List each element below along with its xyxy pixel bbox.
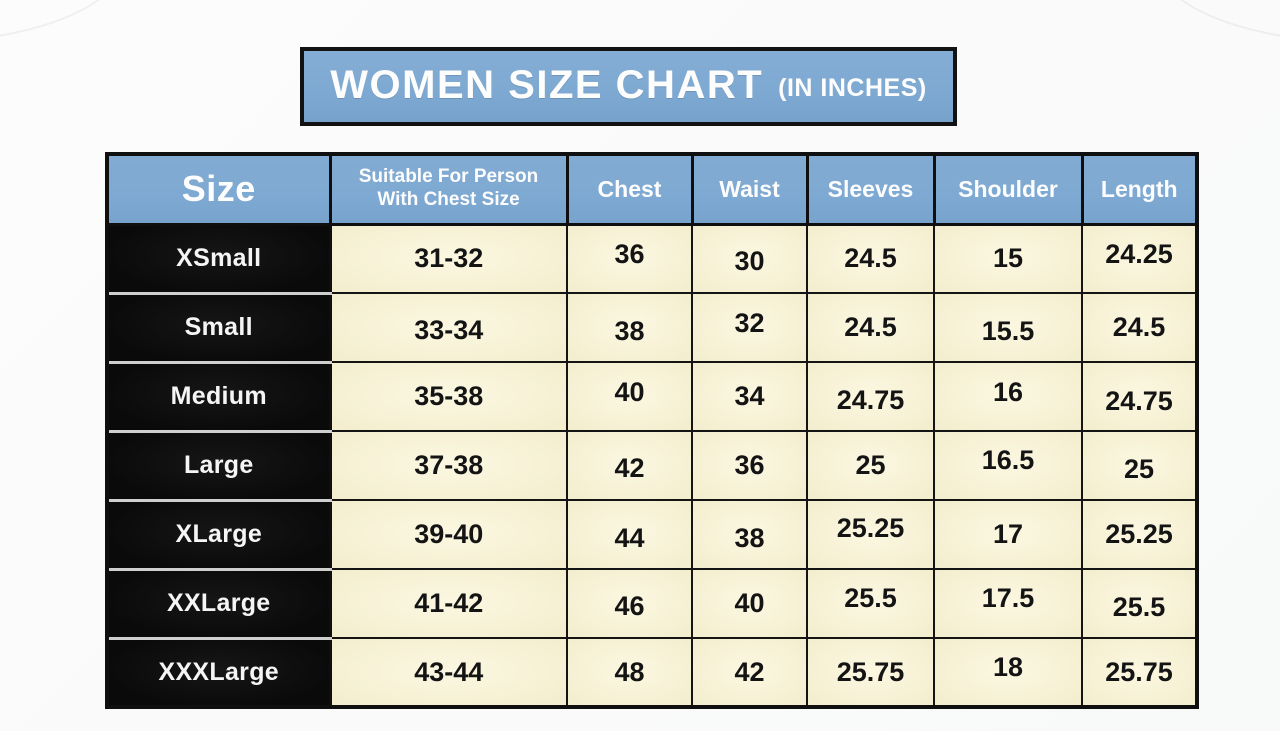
size-label: Large	[105, 429, 332, 502]
page-title-units: (IN INCHES)	[778, 74, 927, 102]
cell-value: 35-38	[329, 361, 568, 432]
cell-value: 15.5	[933, 292, 1083, 363]
column-header-sleeves: Sleeves	[805, 152, 936, 226]
cell-value: 17.5	[933, 568, 1083, 639]
table-row-xxlarge: XXLarge 41-42 46 40 25.5 17.5 25.5	[105, 567, 1198, 640]
cell-value: 24.5	[806, 292, 935, 363]
cell-value: 44	[566, 499, 693, 570]
cell-value: 25.75	[806, 637, 935, 708]
column-header-waist: Waist	[690, 152, 809, 226]
title-banner: WOMEN SIZE CHART (IN INCHES)	[300, 47, 957, 126]
table-row-xxxlarge: XXXLarge 43-44 48 42 25.75 18 25.75	[105, 636, 1198, 709]
size-label: Small	[105, 291, 332, 364]
table-row-xsmall: XSmall 31-32 36 30 24.5 15 24.25	[105, 222, 1198, 295]
column-header-shoulder: Shoulder	[932, 152, 1084, 226]
cell-value: 16.5	[933, 430, 1083, 501]
cell-value: 41-42	[329, 568, 568, 639]
cell-value: 25.25	[806, 499, 935, 570]
cell-value: 38	[566, 292, 693, 363]
cell-value: 24.5	[1081, 292, 1198, 363]
column-header-size: Size	[105, 152, 332, 226]
cell-value: 25.25	[1081, 499, 1198, 570]
cell-value: 15	[933, 223, 1083, 294]
size-label: XSmall	[105, 222, 332, 295]
cell-value: 24.75	[806, 361, 935, 432]
size-label: XLarge	[105, 498, 332, 571]
page-title: WOMEN SIZE CHART	[330, 63, 764, 107]
cell-value: 32	[691, 292, 808, 363]
cell-value: 25.5	[1081, 568, 1198, 639]
size-chart-table: Size Suitable For Person With Chest Size…	[105, 152, 1199, 709]
table-row-medium: Medium 35-38 40 34 24.75 16 24.75	[105, 360, 1198, 433]
cell-value: 46	[566, 568, 693, 639]
cell-value: 36	[566, 223, 693, 294]
cell-value: 34	[691, 361, 808, 432]
cell-value: 36	[691, 430, 808, 501]
cell-value: 40	[566, 361, 693, 432]
cell-value: 25	[806, 430, 935, 501]
cell-value: 16	[933, 361, 1083, 432]
cell-value: 33-34	[329, 292, 568, 363]
cell-value: 48	[566, 637, 693, 708]
cell-value: 42	[691, 637, 808, 708]
header-row: Size Suitable For Person With Chest Size…	[105, 152, 1199, 226]
cell-value: 18	[933, 637, 1083, 708]
cell-value: 24.5	[806, 223, 935, 294]
table-row-xlarge: XLarge 39-40 44 38 25.25 17 25.25	[105, 498, 1198, 571]
cell-value: 25	[1081, 430, 1198, 501]
table-row-large: Large 37-38 42 36 25 16.5 25	[105, 429, 1198, 502]
cell-value: 25.75	[1081, 637, 1198, 708]
size-label: XXLarge	[105, 567, 332, 640]
cell-value: 38	[691, 499, 808, 570]
column-header-suitable-chest: Suitable For Person With Chest Size	[328, 152, 569, 226]
cell-value: 25.5	[806, 568, 935, 639]
cell-value: 37-38	[329, 430, 568, 501]
cell-value: 40	[691, 568, 808, 639]
size-label: Medium	[105, 360, 332, 433]
corner-flourish-right	[1156, 0, 1280, 44]
cell-value: 42	[566, 430, 693, 501]
cell-value: 39-40	[329, 499, 568, 570]
cell-value: 30	[691, 223, 808, 294]
column-header-length: Length	[1080, 152, 1199, 226]
cell-value: 24.75	[1081, 361, 1198, 432]
cell-value: 24.25	[1081, 223, 1198, 294]
corner-flourish-left	[0, 0, 124, 44]
column-header-chest: Chest	[565, 152, 694, 226]
cell-value: 17	[933, 499, 1083, 570]
table-row-small: Small 33-34 38 32 24.5 15.5 24.5	[105, 291, 1198, 364]
cell-value: 43-44	[329, 637, 568, 708]
size-label: XXXLarge	[105, 636, 332, 709]
cell-value: 31-32	[329, 223, 568, 294]
